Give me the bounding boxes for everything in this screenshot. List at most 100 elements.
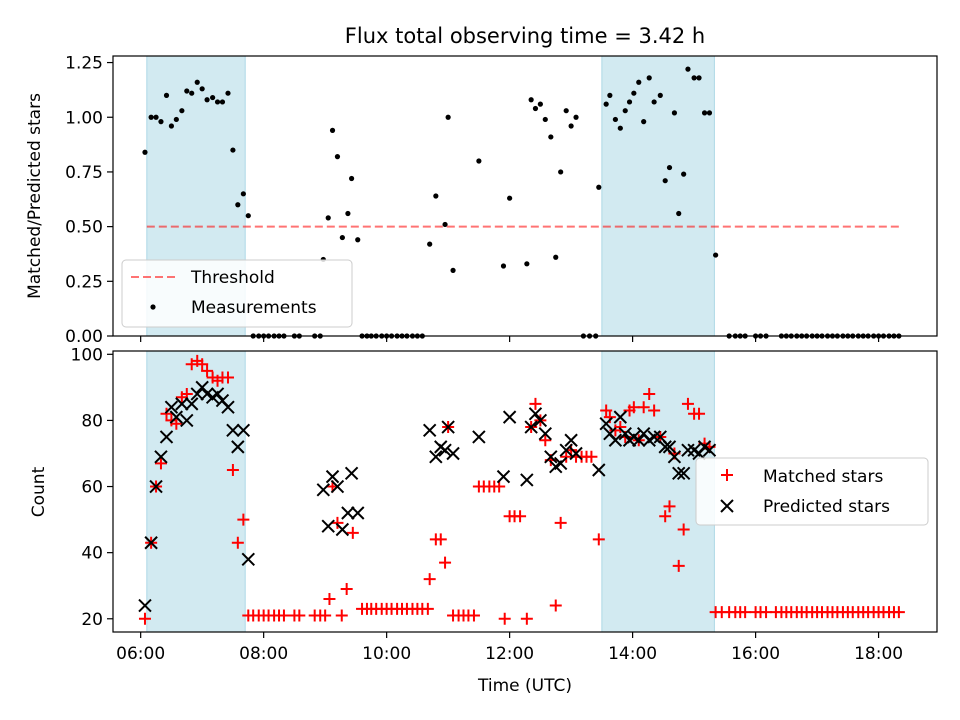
predicted-star-point xyxy=(149,479,163,494)
predicted-star-point xyxy=(138,598,152,613)
measurement-point xyxy=(696,75,702,81)
predicted-star-point xyxy=(559,443,573,457)
measurement-point xyxy=(153,114,159,120)
measurement-point xyxy=(476,158,482,164)
x-tick-label: 06:00 xyxy=(116,644,165,664)
measurement-point xyxy=(657,92,663,98)
top-y-tick-label: 1.25 xyxy=(65,54,103,74)
predicted-star-point xyxy=(553,456,568,471)
measurement-point xyxy=(537,101,543,107)
matched-star-point xyxy=(585,450,598,463)
bottom-x-ticks: 06:00 08:00 10:00 12:00 14:00 16:00 18:00 xyxy=(116,632,903,664)
legend-matched-swatch xyxy=(721,469,733,481)
top-legend-box xyxy=(121,259,353,328)
predicted-star-point xyxy=(632,433,646,447)
predicted-star-point xyxy=(190,387,204,401)
measurement-point xyxy=(622,108,628,114)
predicted-star-point xyxy=(144,536,158,550)
measurement-point xyxy=(210,94,216,101)
measurement-point xyxy=(636,79,642,85)
measurement-point xyxy=(445,114,451,120)
matched-star-point xyxy=(335,609,348,622)
matched-star-point xyxy=(170,417,183,430)
matched-star-point xyxy=(331,516,344,529)
predicted-star-point xyxy=(613,410,628,424)
measurement-point xyxy=(184,88,190,94)
measurement-point xyxy=(442,221,448,228)
measurement-point xyxy=(603,101,609,107)
bottom-shaded-regions xyxy=(146,350,715,633)
matched-star-point xyxy=(600,404,613,417)
predicted-star-point xyxy=(175,397,189,411)
bottom-legend: Matched stars Predicted stars xyxy=(695,457,929,526)
predicted-star-point xyxy=(662,440,677,454)
predicted-star-point xyxy=(210,387,225,401)
measurement-point xyxy=(646,75,652,81)
matched-star-point xyxy=(539,434,552,447)
measurement-point xyxy=(542,116,548,123)
matched-star-point xyxy=(221,371,234,384)
top-y-tick-label: 1.00 xyxy=(65,108,103,128)
predicted-star-point xyxy=(422,423,437,438)
predicted-star-point xyxy=(599,417,613,431)
measurement-point xyxy=(235,202,241,208)
matched-star-point xyxy=(346,526,359,539)
measurement-point xyxy=(345,210,351,217)
shaded-region-1 xyxy=(146,350,246,633)
matched-star-point xyxy=(423,573,436,586)
measurement-point xyxy=(617,125,623,131)
measurement-point xyxy=(558,169,564,175)
matched-star-point xyxy=(237,513,250,526)
measurement-point xyxy=(214,99,221,105)
bottom-y-ticks: 20 40 60 80 100 xyxy=(71,345,113,630)
bottom-panel: 20 40 60 80 100 06:00 08:00 10:00 12:00 14:00 16:… xyxy=(29,345,938,696)
predicted-star-point xyxy=(520,473,534,487)
matched-star-point xyxy=(498,612,511,625)
predicted-star-point xyxy=(533,413,548,428)
predicted-star-point xyxy=(325,469,340,484)
matched-star-point xyxy=(614,421,627,434)
measurement-point xyxy=(626,99,633,105)
matched-star-point xyxy=(514,510,527,523)
predicted-star-point xyxy=(592,463,606,477)
measurement-point xyxy=(325,215,331,221)
measurement-point xyxy=(230,147,236,153)
measurement-point xyxy=(662,178,668,184)
measurement-point xyxy=(168,123,175,129)
shaded-region-2 xyxy=(601,55,715,337)
measurement-point xyxy=(671,110,678,116)
chart-title: Flux total observing time = 3.42 h xyxy=(345,24,705,48)
measurement-point xyxy=(676,210,682,217)
matched-star-point xyxy=(439,556,452,569)
legend-matched-label: Matched stars xyxy=(763,467,883,487)
measurement-point xyxy=(666,164,673,171)
predicted-star-point xyxy=(429,450,443,464)
measurement-point xyxy=(163,92,170,98)
matched-star-point xyxy=(549,599,562,612)
predicted-stars-points xyxy=(138,380,717,613)
measurement-point xyxy=(329,127,336,133)
predicted-star-point xyxy=(180,413,194,428)
matched-star-point xyxy=(467,609,480,622)
top-x-ticks xyxy=(140,336,880,342)
measurement-point xyxy=(713,252,719,258)
measurement-point xyxy=(245,213,251,219)
measurement-point xyxy=(706,110,713,116)
measurement-point xyxy=(219,99,226,105)
measurement-point xyxy=(631,90,637,96)
measurement-point xyxy=(507,195,513,201)
measurement-point xyxy=(204,97,210,103)
matched-star-point xyxy=(648,404,661,417)
legend-threshold-label: Threshold xyxy=(190,268,275,288)
predicted-star-point xyxy=(667,450,682,464)
predicted-star-point xyxy=(472,430,486,444)
matched-star-point xyxy=(160,407,173,420)
matched-star-point xyxy=(201,364,214,377)
measurement-point xyxy=(334,154,341,160)
predicted-star-point xyxy=(236,423,251,438)
matched-star-point xyxy=(643,387,656,400)
bottom-y-tick-label: 60 xyxy=(81,478,103,498)
predicted-star-point xyxy=(564,433,578,447)
predicted-star-point xyxy=(221,400,235,414)
matched-star-point xyxy=(520,612,533,625)
